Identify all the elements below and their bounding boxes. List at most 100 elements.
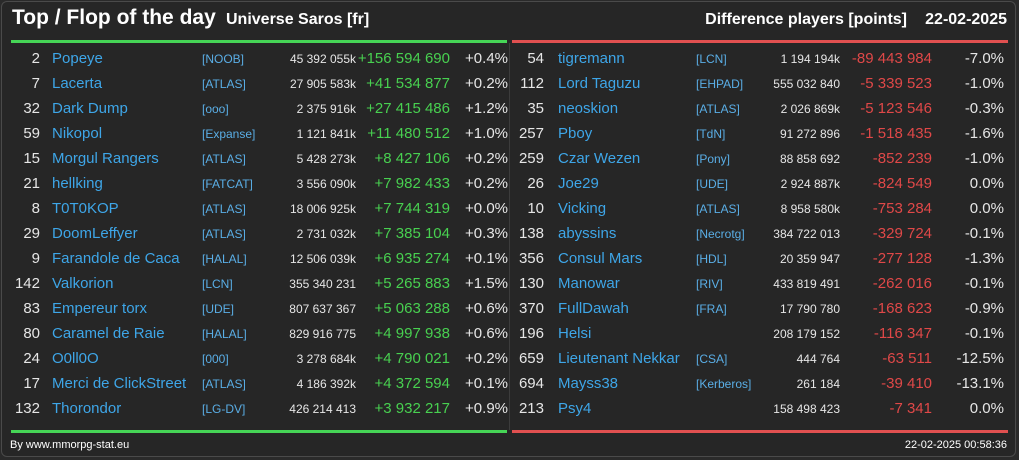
top-list: 2 Popeye [NOOB] 45 392 055k +156 594 690 +0.4… bbox=[8, 47, 508, 422]
alliance-tag: [CSA] bbox=[696, 352, 728, 366]
rank-cell: 54 bbox=[527, 50, 544, 67]
player-name-link[interactable]: Vicking bbox=[558, 200, 607, 217]
player-row: 35 neoskion [ATLAS] 2 026 869k -5 123 546 -0.… bbox=[512, 97, 1012, 122]
header-date: 22-02-2025 bbox=[925, 11, 1007, 28]
top-bar-lower bbox=[11, 430, 507, 433]
diff-cell: +7 982 433 bbox=[374, 175, 451, 192]
points-cell: 45 392 055k bbox=[289, 52, 356, 66]
player-name-link[interactable]: T0T0KOP bbox=[52, 200, 119, 217]
points-cell: 555 032 840 bbox=[773, 77, 840, 91]
player-row: 370 FullDawah [FRA] 17 790 780 -168 623 -0.9% bbox=[512, 297, 1012, 322]
player-name-link[interactable]: Psy4 bbox=[558, 400, 592, 417]
percent-cell: +0.6% bbox=[465, 325, 508, 342]
player-name-link[interactable]: Popeye bbox=[52, 50, 103, 67]
player-row: 29 DoomLeffyer [ATLAS] 2 731 032k +7 385 104… bbox=[8, 222, 508, 247]
alliance-tag: [LCN] bbox=[696, 52, 727, 66]
rank-cell: 196 bbox=[518, 325, 544, 342]
player-name-link[interactable]: Dark Dump bbox=[52, 100, 128, 117]
percent-cell: +0.2% bbox=[465, 75, 508, 92]
header: Top / Flop of the day Universe Saros [fr… bbox=[12, 6, 1007, 36]
percent-cell: +0.2% bbox=[465, 150, 508, 167]
player-name-link[interactable]: Consul Mars bbox=[558, 250, 643, 267]
rank-cell: 370 bbox=[518, 300, 544, 317]
player-row: 356 Consul Mars [HDL] 20 359 947 -277 128 -1.… bbox=[512, 247, 1012, 272]
player-name-link[interactable]: neoskion bbox=[558, 100, 619, 117]
player-name-link[interactable]: Helsi bbox=[558, 325, 592, 342]
player-name-link[interactable]: Merci de ClickStreet bbox=[52, 375, 187, 392]
points-cell: 433 819 491 bbox=[773, 277, 840, 291]
player-name-link[interactable]: Manowar bbox=[558, 275, 620, 292]
player-name-link[interactable]: tigremann bbox=[558, 50, 625, 67]
player-name-link[interactable]: hellking bbox=[52, 175, 103, 192]
player-name-link[interactable]: Lord Taguzu bbox=[558, 75, 641, 92]
alliance-tag: [FATCAT] bbox=[202, 177, 253, 191]
player-row: 59 Nikopol [Expanse] 1 121 841k +11 480 512 +… bbox=[8, 122, 508, 147]
percent-cell: -0.1% bbox=[964, 275, 1004, 292]
points-cell: 18 006 925k bbox=[289, 202, 356, 216]
footer-source: By www.mmorpg-stat.eu bbox=[10, 439, 130, 451]
rank-cell: 80 bbox=[23, 325, 40, 342]
alliance-tag: [Kerberos] bbox=[696, 377, 752, 391]
player-name-link[interactable]: Valkorion bbox=[52, 275, 114, 292]
alliance-tag: [000] bbox=[202, 352, 229, 366]
rank-cell: 213 bbox=[518, 400, 544, 417]
percent-cell: +0.2% bbox=[465, 350, 508, 367]
diff-cell: -824 549 bbox=[872, 175, 932, 192]
player-name-link[interactable]: Morgul Rangers bbox=[52, 150, 159, 167]
percent-cell: 0.0% bbox=[969, 200, 1004, 217]
percent-cell: +1.0% bbox=[465, 125, 508, 142]
alliance-tag: [TdN] bbox=[696, 127, 726, 141]
player-row: 142 Valkorion [LCN] 355 340 231 +5 265 883 +1… bbox=[8, 272, 508, 297]
diff-cell: -89 443 984 bbox=[851, 50, 932, 67]
player-name-link[interactable]: Thorondor bbox=[52, 400, 122, 417]
diff-cell: -277 128 bbox=[872, 250, 932, 267]
rank-cell: 7 bbox=[31, 75, 40, 92]
player-name-link[interactable]: Lieutenant Nekkar bbox=[558, 350, 680, 367]
player-name-link[interactable]: Mayss38 bbox=[558, 375, 619, 392]
player-name-link[interactable]: O0ll0O bbox=[52, 350, 99, 367]
diff-cell: -168 623 bbox=[872, 300, 932, 317]
player-name-link[interactable]: Czar Wezen bbox=[558, 150, 641, 167]
diff-cell: +4 372 594 bbox=[374, 375, 451, 392]
rank-cell: 8 bbox=[31, 200, 40, 217]
player-name-link[interactable]: FullDawah bbox=[558, 300, 629, 317]
player-row: 7 Lacerta [ATLAS] 27 905 583k +41 534 877 +0.… bbox=[8, 72, 508, 97]
alliance-tag: [ATLAS] bbox=[696, 202, 740, 216]
player-name-link[interactable]: DoomLeffyer bbox=[52, 225, 138, 242]
player-name-link[interactable]: abyssins bbox=[558, 225, 617, 242]
player-name-link[interactable]: Empereur torx bbox=[52, 300, 148, 317]
player-name-link[interactable]: Joe29 bbox=[558, 175, 599, 192]
player-name-link[interactable]: Caramel de Raie bbox=[52, 325, 165, 342]
rank-cell: 132 bbox=[14, 400, 40, 417]
player-row: 26 Joe29 [UDE] 2 924 887k -824 549 0.0% bbox=[512, 172, 1012, 197]
diff-cell: +4 997 938 bbox=[374, 325, 451, 342]
alliance-tag: [ATLAS] bbox=[696, 102, 740, 116]
percent-cell: +1.2% bbox=[465, 100, 508, 117]
points-cell: 1 121 841k bbox=[296, 127, 356, 141]
percent-cell: 0.0% bbox=[969, 175, 1004, 192]
player-row: 15 Morgul Rangers [ATLAS] 5 428 273k +8 427 … bbox=[8, 147, 508, 172]
percent-cell: +0.1% bbox=[465, 375, 508, 392]
rank-cell: 112 bbox=[520, 75, 544, 92]
percent-cell: -1.0% bbox=[964, 75, 1004, 92]
top-bar-upper bbox=[11, 40, 507, 43]
player-name-link[interactable]: Farandole de Caca bbox=[52, 250, 180, 267]
percent-cell: +0.6% bbox=[465, 300, 508, 317]
percent-cell: +0.3% bbox=[465, 225, 508, 242]
percent-cell: +0.9% bbox=[465, 400, 508, 417]
player-name-link[interactable]: Pboy bbox=[558, 125, 593, 142]
player-name-link[interactable]: Lacerta bbox=[52, 75, 103, 92]
diff-cell: -262 016 bbox=[872, 275, 932, 292]
diff-cell: +7 744 319 bbox=[374, 200, 451, 217]
points-cell: 20 359 947 bbox=[779, 252, 840, 266]
player-name-link[interactable]: Nikopol bbox=[52, 125, 103, 142]
rank-cell: 26 bbox=[527, 175, 544, 192]
flop-list: 54 tigremann [LCN] 1 194 194k -89 443 984 -7.… bbox=[512, 47, 1012, 422]
points-cell: 355 340 231 bbox=[289, 277, 356, 291]
rank-cell: 659 bbox=[518, 350, 544, 367]
player-row: 10 Vicking [ATLAS] 8 958 580k -753 284 0.0% bbox=[512, 197, 1012, 222]
player-row: 80 Caramel de Raie [HALAL] 829 916 775 +4 99… bbox=[8, 322, 508, 347]
points-cell: 8 958 580k bbox=[780, 202, 840, 216]
alliance-tag: [LG-DV] bbox=[202, 402, 246, 416]
